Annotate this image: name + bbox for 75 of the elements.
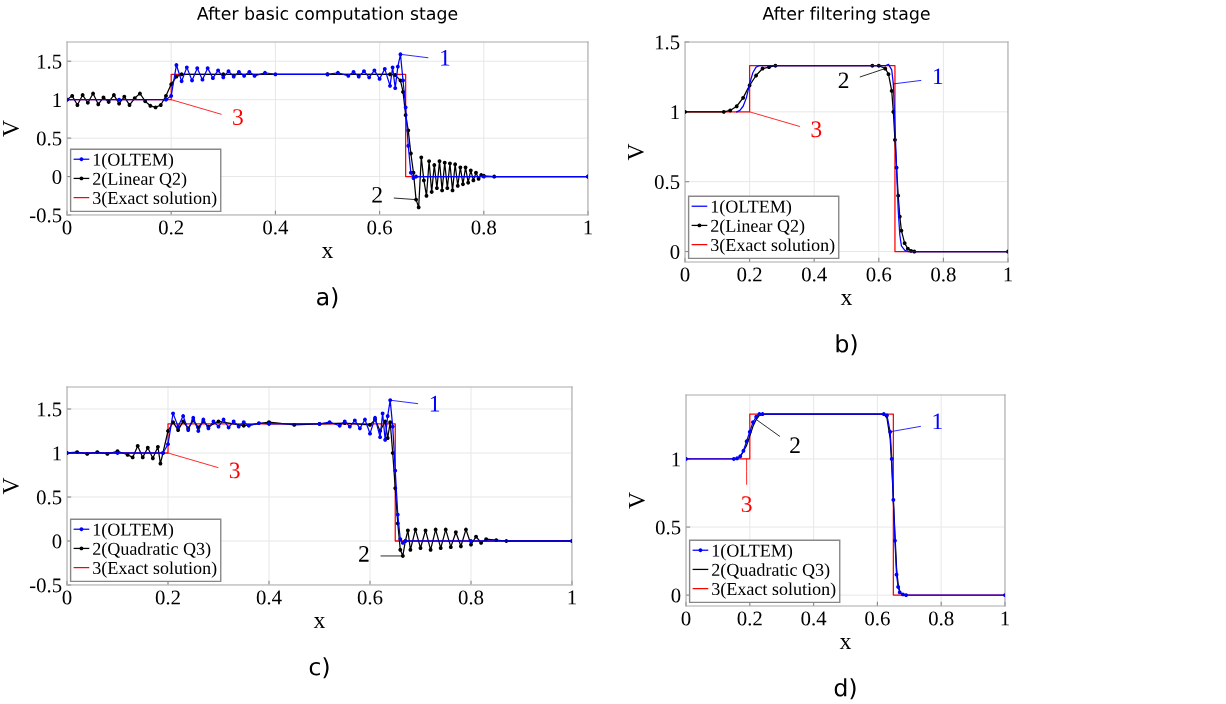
y-tick-label: -0.5 [29, 208, 62, 223]
chart-title: After filtering stage [762, 6, 930, 24]
x-tick-label: 0.4 [263, 220, 289, 235]
x-tick-label: 0.4 [256, 590, 282, 605]
y-tick-label: 0.5 [36, 490, 62, 505]
x-tick-label: 0.2 [737, 611, 762, 626]
legend-label: 2(Linear Q2) [711, 219, 805, 236]
x-tick-label: 0.2 [158, 220, 184, 235]
x-axis-title: x [840, 294, 853, 305]
y-axis-title: V [3, 120, 19, 137]
annotation: 1 [933, 413, 942, 430]
legend-label: 2(Linear Q2) [93, 172, 187, 189]
y-axis-title: V [629, 492, 645, 509]
annotation: 2 [359, 546, 369, 562]
annotation: 2 [838, 72, 849, 89]
x-tick-label: 0 [681, 611, 691, 626]
y-tick-label: 1.5 [37, 402, 62, 417]
y-tick-label: 1 [671, 105, 679, 120]
legend-label: 3(Exact solution) [93, 561, 217, 578]
y-tick-label: 0.5 [654, 175, 680, 190]
y-tick-label: -0.5 [29, 578, 62, 593]
text: c) [309, 657, 329, 679]
x-tick-label: 0.4 [801, 611, 827, 626]
legend-label: 1(OLTEM) [93, 153, 174, 170]
x-tick-label: 1 [584, 220, 592, 235]
annotation: 3 [233, 109, 243, 126]
x-tick-label: 0.6 [367, 220, 392, 235]
y-axis-title: V [628, 143, 644, 161]
legend-label: 3(Exact solution) [93, 191, 217, 208]
annotation: 1 [430, 395, 440, 412]
x-tick-label: 0.8 [471, 220, 497, 235]
y-tick-label: 1 [53, 446, 61, 461]
x-tick-label: 0.8 [458, 590, 484, 605]
x-axis-title: x [839, 638, 852, 649]
x-tick-label: 0.6 [865, 611, 890, 626]
x-tick-label: 0.6 [866, 267, 892, 282]
x-tick-label: 0.8 [928, 611, 954, 626]
y-tick-label: 0 [670, 244, 680, 259]
legend-label: 1(OLTEM) [711, 200, 792, 217]
annotation: 1 [441, 49, 450, 66]
annotation: 2 [790, 437, 800, 453]
x-tick-label: 0.2 [737, 267, 762, 282]
annotation: 3 [229, 462, 240, 479]
legend-label: 2(Quadratic Q3) [93, 542, 211, 559]
annotation: 3 [741, 496, 752, 513]
y-axis-title: V [3, 477, 19, 495]
x-tick-label: 1 [1004, 267, 1012, 282]
legend-label: 1(OLTEM) [93, 523, 174, 540]
annotation: 3 [811, 121, 822, 138]
legend-label: 2(Quadratic Q3) [712, 563, 830, 580]
annotation: 2 [372, 186, 382, 203]
x-tick-label: 0.4 [801, 267, 827, 282]
y-tick-label: 1.5 [37, 54, 62, 69]
x-tick-label: 0.6 [357, 590, 383, 605]
legend-label: 3(Exact solution) [711, 238, 835, 255]
y-tick-label: 0.5 [36, 131, 62, 146]
y-tick-label: 0 [52, 169, 62, 184]
legend-label: 1(OLTEM) [712, 544, 793, 561]
y-tick-label: 1 [672, 452, 680, 467]
x-axis-title: x [321, 247, 334, 258]
y-tick-label: 1 [53, 93, 61, 107]
text: d) [834, 678, 856, 700]
annotation: 1 [933, 68, 943, 85]
x-tick-label: 1 [568, 590, 576, 605]
y-tick-label: 1.5 [655, 35, 680, 50]
text: b) [836, 334, 857, 356]
x-tick-label: 1 [1001, 611, 1009, 626]
legend-label: 3(Exact solution) [712, 582, 836, 599]
x-axis-title: x [313, 617, 326, 628]
chart-title: After basic computation stage [196, 6, 458, 24]
text: a) [317, 287, 338, 309]
y-tick-label: 0.5 [655, 520, 681, 535]
x-tick-label: 0.2 [155, 590, 180, 605]
y-tick-label: 0 [52, 534, 62, 549]
x-tick-label: 0.8 [931, 267, 956, 282]
